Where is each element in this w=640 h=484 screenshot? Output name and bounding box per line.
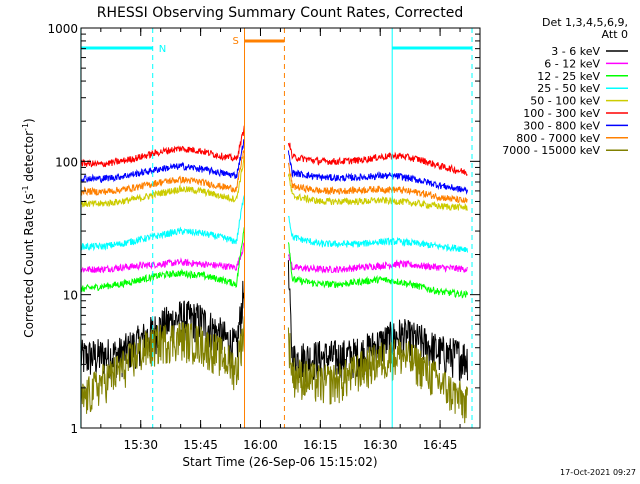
y-axis-label-end: ): [22, 118, 36, 123]
series-line-300-800-kev-part1: [80, 139, 245, 184]
series-line-7000-15000-kev-part2: [287, 327, 468, 424]
y-axis-label-sup1: -1: [21, 185, 30, 193]
series-line-50-100-kev-part2: [287, 173, 468, 211]
x-axis-label: Start Time (26-Sep-06 15:15:02): [182, 455, 377, 469]
x-tick-label-1645: 16:45: [423, 438, 458, 452]
x-tick-label-1630: 16:30: [363, 438, 398, 452]
y-axis-label-mid: detector: [22, 131, 36, 186]
legend-label-6-12-kev: 6 - 12 keV: [544, 57, 600, 70]
series-line-6-12-kev-part1: [80, 242, 245, 274]
series-line-300-800-kev-part2: [287, 150, 468, 195]
plot-area: NS: [80, 28, 473, 428]
legend-label-50-100-kev: 50 - 100 keV: [530, 95, 600, 108]
legend-label-25-50-kev: 25 - 50 keV: [537, 82, 600, 95]
series-line-100-300-kev-part1: [80, 125, 245, 168]
x-tick-label-1600: 16:00: [243, 438, 278, 452]
legend-label-3-6-kev: 3 - 6 keV: [551, 45, 600, 58]
series-line-25-50-kev-part2: [287, 215, 468, 253]
series-line-25-50-kev-part1: [80, 195, 245, 252]
legend-label-7000-15000-kev: 7000 - 15000 keV: [502, 144, 600, 157]
legend-label-100-300-kev: 100 - 300 keV: [523, 107, 600, 120]
y-tick-label-1000: 1000: [47, 22, 78, 36]
series-line-100-300-kev-part2: [287, 142, 468, 176]
series-line-50-100-kev-part1: [80, 155, 245, 208]
footer-timestamp: 17-Oct-2021 09:27: [560, 468, 636, 477]
x-axis: 15:30 15:45 16:00 16:15 16:30 16:45: [100, 28, 481, 452]
chart-title: RHESSI Observing Summary Count Rates, Co…: [97, 5, 463, 21]
x-tick-label-1530: 15:30: [123, 438, 158, 452]
legend-label-800-7000-kev: 800 - 7000 keV: [516, 132, 600, 145]
legend-header-attenuator: Att 0: [602, 28, 628, 41]
y-tick-label-1: 1: [70, 422, 78, 436]
x-tick-label-1615: 16:15: [303, 438, 338, 452]
series-line-3-6-kev-part2: [287, 260, 468, 383]
night-flag-label: N: [159, 44, 166, 55]
y-axis: 1 10 100 1000: [47, 22, 480, 436]
series-line-7000-15000-kev-part1: [80, 316, 245, 414]
legend-label-300-800-kev: 300 - 800 keV: [523, 119, 600, 132]
series-line-6-12-kev-part2: [287, 252, 468, 274]
series-line-12-25-kev-part1: [80, 227, 245, 292]
y-axis-label-main: Corrected Count Rate (s: [22, 193, 36, 337]
series-line-800-7000-kev-part2: [287, 162, 468, 204]
x-tick-label-1545: 15:45: [183, 438, 218, 452]
y-axis-label-sup2: -1: [21, 123, 30, 131]
legend-header-detectors: Det 1,3,4,5,6,9,: [542, 16, 628, 29]
y-tick-label-100: 100: [55, 155, 78, 169]
saa-flag-label: S: [233, 36, 239, 47]
y-tick-label-10: 10: [63, 289, 78, 303]
series-line-12-25-kev-part2: [287, 242, 468, 299]
series-line-800-7000-kev-part1: [80, 150, 245, 197]
legend-label-12-25-kev: 12 - 25 keV: [537, 70, 600, 83]
y-axis-label: Corrected Count Rate (s-1 detector-1): [21, 118, 36, 337]
